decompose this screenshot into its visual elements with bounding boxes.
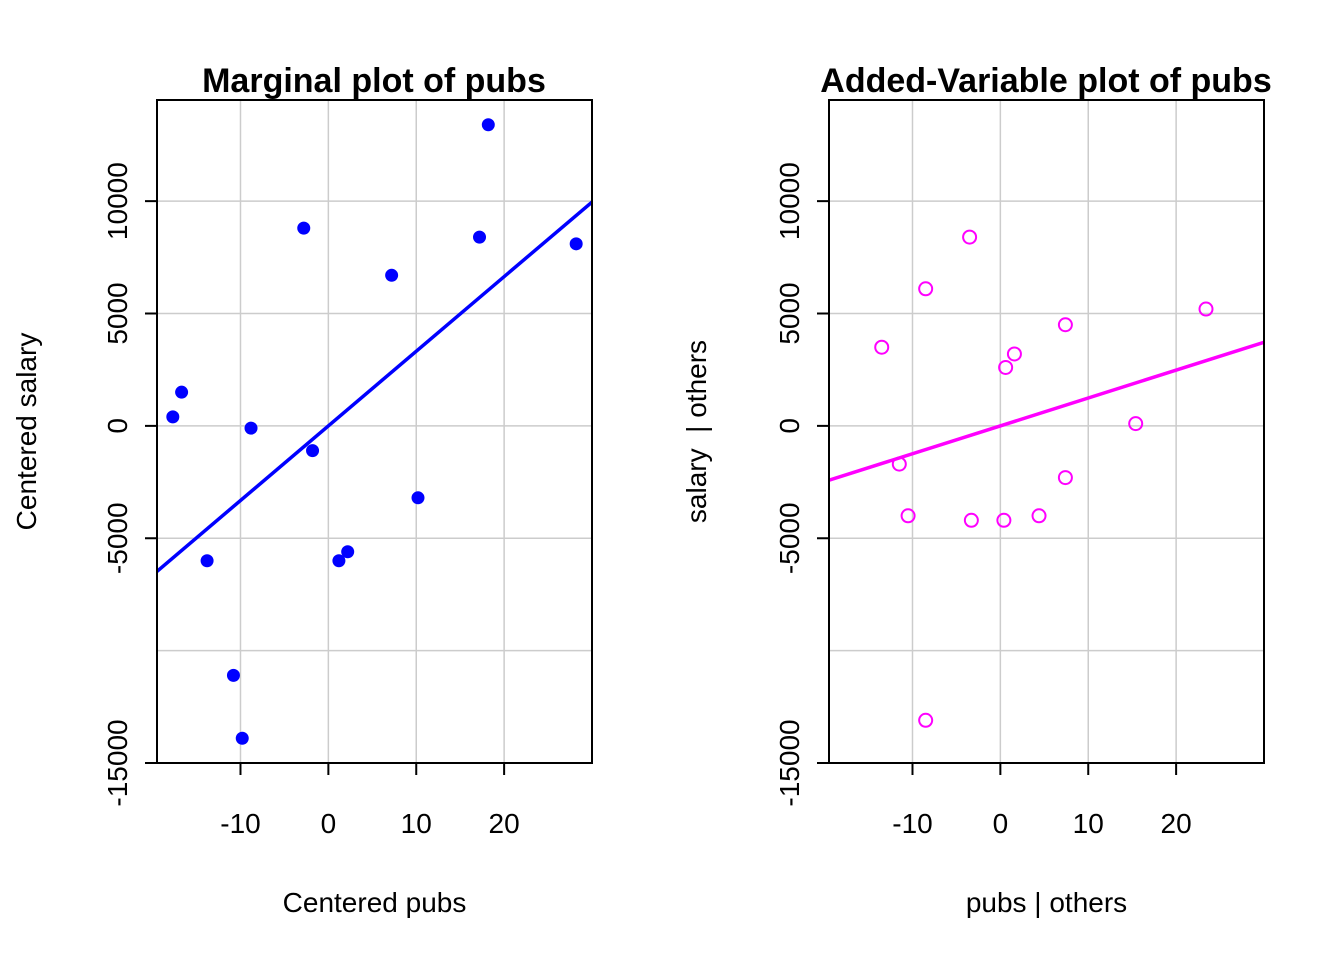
data-point	[962, 229, 978, 245]
chart-title: Marginal plot of pubs	[202, 62, 546, 100]
data-point	[900, 508, 916, 524]
y-tick-label: -5000	[102, 502, 133, 574]
data-point	[226, 668, 240, 682]
data-point	[891, 456, 907, 472]
y-tick-label: -5000	[774, 502, 805, 574]
data-point	[1031, 508, 1047, 524]
y-tick-label: 5000	[102, 282, 133, 344]
x-tick-label: 20	[1161, 808, 1192, 839]
data-point	[874, 339, 890, 355]
y-tick-label: 10000	[774, 162, 805, 240]
data-point	[341, 545, 355, 559]
x-tick-label: -10	[892, 808, 932, 839]
x-tick-label: 0	[321, 808, 337, 839]
data-point	[200, 554, 214, 568]
y-axis-label: Centered salary	[11, 333, 42, 531]
x-tick-label: 0	[993, 808, 1009, 839]
data-point	[473, 230, 487, 244]
data-point	[411, 491, 425, 505]
data-point	[481, 118, 495, 132]
data-point	[1128, 416, 1144, 432]
data-point	[569, 237, 583, 251]
data-point	[306, 444, 320, 458]
x-tick-label: 10	[401, 808, 432, 839]
x-tick-label: 20	[489, 808, 520, 839]
data-point	[1198, 301, 1214, 317]
data-point	[918, 281, 934, 297]
y-tick-label: 5000	[774, 282, 805, 344]
plot-frame	[828, 99, 1265, 764]
data-point	[175, 385, 189, 399]
plot-panel-2: -10 0 10 20 -15000 -5000 0 5000 10000 Added-Varia…	[681, 62, 1272, 918]
data-point	[166, 410, 180, 424]
data-point	[332, 554, 346, 568]
data-point	[1057, 470, 1073, 486]
regression-line	[157, 200, 592, 573]
y-tick-label: 0	[774, 418, 805, 434]
y-axis-label: salary | others	[681, 340, 712, 523]
plot-panel-1: -10 0 10 20 -15000 -5000 0 5000 10000 Marginal pl…	[11, 62, 593, 918]
data-point	[998, 359, 1014, 375]
y-tick-label: 0	[102, 418, 133, 434]
x-tick-label: -10	[220, 808, 260, 839]
data-point	[297, 221, 311, 235]
y-tick-label: 10000	[102, 162, 133, 240]
data-point	[918, 712, 934, 728]
x-tick-label: 10	[1073, 808, 1104, 839]
x-axis-label: pubs | others	[966, 887, 1127, 918]
data-point	[244, 421, 258, 435]
x-axis-label: Centered pubs	[283, 887, 467, 918]
data-point	[235, 731, 249, 745]
data-point	[1006, 346, 1022, 362]
plot-frame	[156, 99, 593, 764]
y-tick-label: -15000	[102, 719, 133, 806]
data-point	[996, 512, 1012, 528]
data-point	[385, 268, 399, 282]
data-point	[963, 512, 979, 528]
data-point	[1057, 317, 1073, 333]
y-tick-label: -15000	[774, 719, 805, 806]
chart-title: Added-Variable plot of pubs	[820, 62, 1271, 100]
